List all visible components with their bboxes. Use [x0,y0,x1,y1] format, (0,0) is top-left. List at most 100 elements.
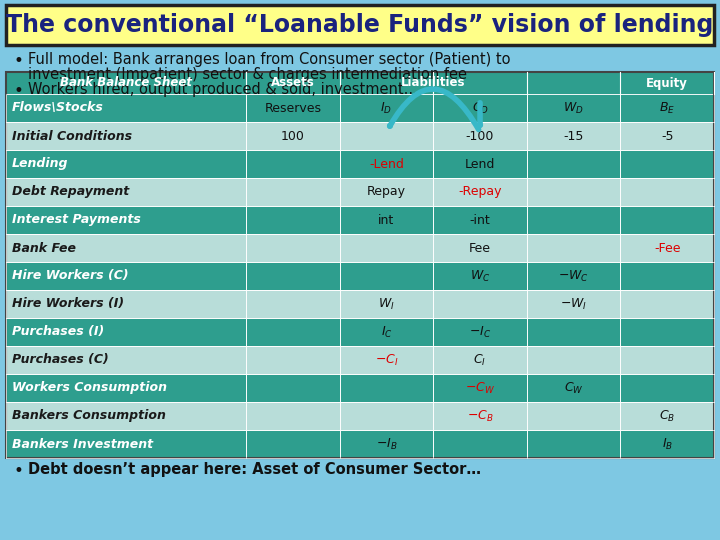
Bar [621,262,714,290]
Text: Initial Conditions: Initial Conditions [12,130,132,143]
Bar [6,402,246,430]
Text: Repay: Repay [367,186,406,199]
Bar [621,290,714,318]
Bar [527,346,621,374]
Bar [340,346,433,374]
Bar [6,234,246,262]
Text: Fee: Fee [469,241,491,254]
Bar [527,430,621,458]
Bar [621,94,714,122]
Text: Assets: Assets [271,77,315,90]
Text: •: • [14,462,24,480]
Bar [340,206,433,234]
Text: Hire Workers (C): Hire Workers (C) [12,269,129,282]
Bar [340,122,433,150]
Text: Lending: Lending [12,158,68,171]
Bar [527,402,621,430]
Text: Full model: Bank arranges loan from Consumer sector (Patient) to: Full model: Bank arranges loan from Cons… [28,52,510,67]
Text: 100: 100 [281,130,305,143]
Bar [621,206,714,234]
Text: Purchases (C): Purchases (C) [12,354,109,367]
Bar [621,346,714,374]
Bar [6,346,246,374]
Text: Bank Fee: Bank Fee [12,241,76,254]
Text: $W_D$: $W_D$ [563,100,584,116]
Bar [246,346,340,374]
Bar [621,402,714,430]
Bar [433,346,527,374]
Bar [433,290,527,318]
Text: Bank Balance Sheet: Bank Balance Sheet [60,77,192,90]
Text: $C_W$: $C_W$ [564,381,583,395]
Bar [6,430,246,458]
Text: $-C_B$: $-C_B$ [467,408,493,423]
Bar [433,122,527,150]
Bar [6,94,246,122]
Bar [433,262,527,290]
Bar [246,318,340,346]
Text: -int: -int [469,213,490,226]
Bar [246,262,340,290]
Bar [340,150,433,178]
FancyBboxPatch shape [6,5,714,45]
Bar [527,206,621,234]
Text: Bankers Consumption: Bankers Consumption [12,409,166,422]
Bar [433,430,527,458]
Bar [527,234,621,262]
Bar [340,178,433,206]
Bar [340,318,433,346]
Bar [246,374,340,402]
Bar [246,94,340,122]
Bar [433,318,527,346]
Text: -100: -100 [466,130,494,143]
Bar [527,94,621,122]
Text: Reserves: Reserves [264,102,321,114]
Bar [246,72,340,94]
Bar [6,150,246,178]
Bar [433,150,527,178]
Text: •: • [14,52,24,70]
Bar [246,206,340,234]
Text: Liabilities: Liabilities [401,77,466,90]
Bar [433,402,527,430]
Bar [621,430,714,458]
Bar [527,318,621,346]
Text: -15: -15 [564,130,584,143]
Text: Workers Consumption: Workers Consumption [12,381,167,395]
Text: $I_C$: $I_C$ [381,325,392,340]
Bar [6,72,246,94]
Text: Purchases (I): Purchases (I) [12,326,104,339]
Bar [6,318,246,346]
Text: $W_I$: $W_I$ [378,296,395,312]
Text: -Fee: -Fee [654,241,680,254]
Text: $W_C$: $W_C$ [470,268,490,284]
Text: $-C_W$: $-C_W$ [465,381,495,395]
Text: $C_I$: $C_I$ [474,353,487,368]
Bar [246,150,340,178]
Bar [340,72,527,94]
Bar [246,430,340,458]
Bar [621,122,714,150]
Bar [433,206,527,234]
Text: Debt Repayment: Debt Repayment [12,186,130,199]
Bar [6,206,246,234]
Bar [340,374,433,402]
Bar [433,374,527,402]
Bar [527,374,621,402]
Bar [433,94,527,122]
Bar [621,374,714,402]
Text: $C_D$: $C_D$ [472,100,489,116]
Bar [621,72,714,94]
Text: -Repay: -Repay [459,186,502,199]
Text: $I_B$: $I_B$ [662,436,672,451]
Bar [340,94,433,122]
Bar [6,72,714,458]
Bar [621,178,714,206]
Text: $I_D$: $I_D$ [380,100,392,116]
Text: $-W_I$: $-W_I$ [560,296,588,312]
Bar [621,150,714,178]
Bar [527,122,621,150]
Bar [340,290,433,318]
Text: -Lend: -Lend [369,158,404,171]
Text: investment (Impatient) sector & charges intermediation fee: investment (Impatient) sector & charges … [28,67,467,82]
